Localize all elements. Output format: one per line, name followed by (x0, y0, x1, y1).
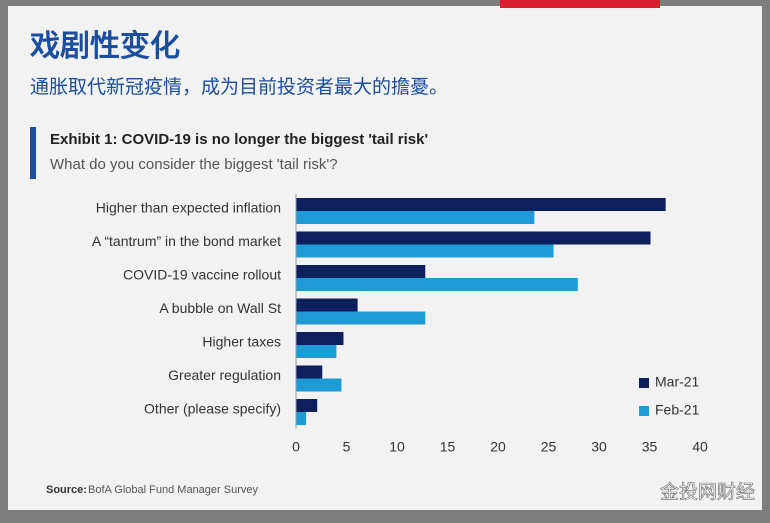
bar (296, 278, 578, 291)
source: BofA Global Fund Manager Survey (88, 484, 258, 496)
x-tick-label: 15 (440, 439, 456, 455)
legend-label: Feb-21 (655, 402, 700, 418)
y-tick-label: A bubble on Wall St (159, 300, 281, 316)
x-tick-label: 35 (642, 439, 658, 455)
x-tick-label: 25 (541, 439, 557, 455)
x-tick-label: 10 (389, 439, 405, 455)
slide-subtitle: 通胀取代新冠疫情，成为目前投资者最大的擔憂。 (30, 76, 448, 98)
bar (296, 298, 358, 312)
chart-subtitle: What do you consider the biggest 'tail r… (50, 156, 338, 173)
slide-title: 戏剧性变化 (29, 29, 180, 63)
y-tick-label: Greater regulation (168, 367, 281, 383)
watermark: 金投网财经 (660, 481, 755, 503)
bar (296, 412, 307, 425)
x-tick-label: 30 (591, 439, 607, 455)
x-tick-label: 0 (292, 439, 300, 455)
x-tick-label: 5 (343, 439, 351, 455)
bar (296, 265, 426, 278)
y-tick-label: Higher taxes (202, 334, 281, 350)
bar (296, 231, 651, 245)
x-tick-label: 20 (490, 439, 506, 455)
legend-swatch (639, 406, 649, 416)
bar (296, 244, 554, 258)
top-accent (500, 0, 660, 8)
exhibit-bar (30, 127, 36, 179)
bar (296, 211, 535, 224)
bar (296, 345, 337, 358)
y-tick-label: Higher than expected inflation (96, 200, 281, 216)
bar (296, 365, 323, 379)
slide-background (8, 6, 762, 510)
y-tick-label: A “tantrum” in the bond market (92, 233, 281, 249)
bar (296, 378, 342, 392)
bar (296, 311, 426, 325)
bar (296, 399, 318, 412)
legend-swatch (639, 378, 649, 388)
legend-label: Mar-21 (655, 374, 700, 390)
chart-title: Exhibit 1: COVID-19 is no longer the big… (50, 131, 428, 148)
y-tick-label: COVID-19 vaccine rollout (123, 267, 281, 283)
y-tick-label: Other (please specify) (144, 401, 281, 417)
x-tick-label: 40 (692, 439, 708, 455)
source-label: Source: (46, 484, 87, 496)
bar (296, 332, 344, 345)
bar (296, 198, 666, 211)
